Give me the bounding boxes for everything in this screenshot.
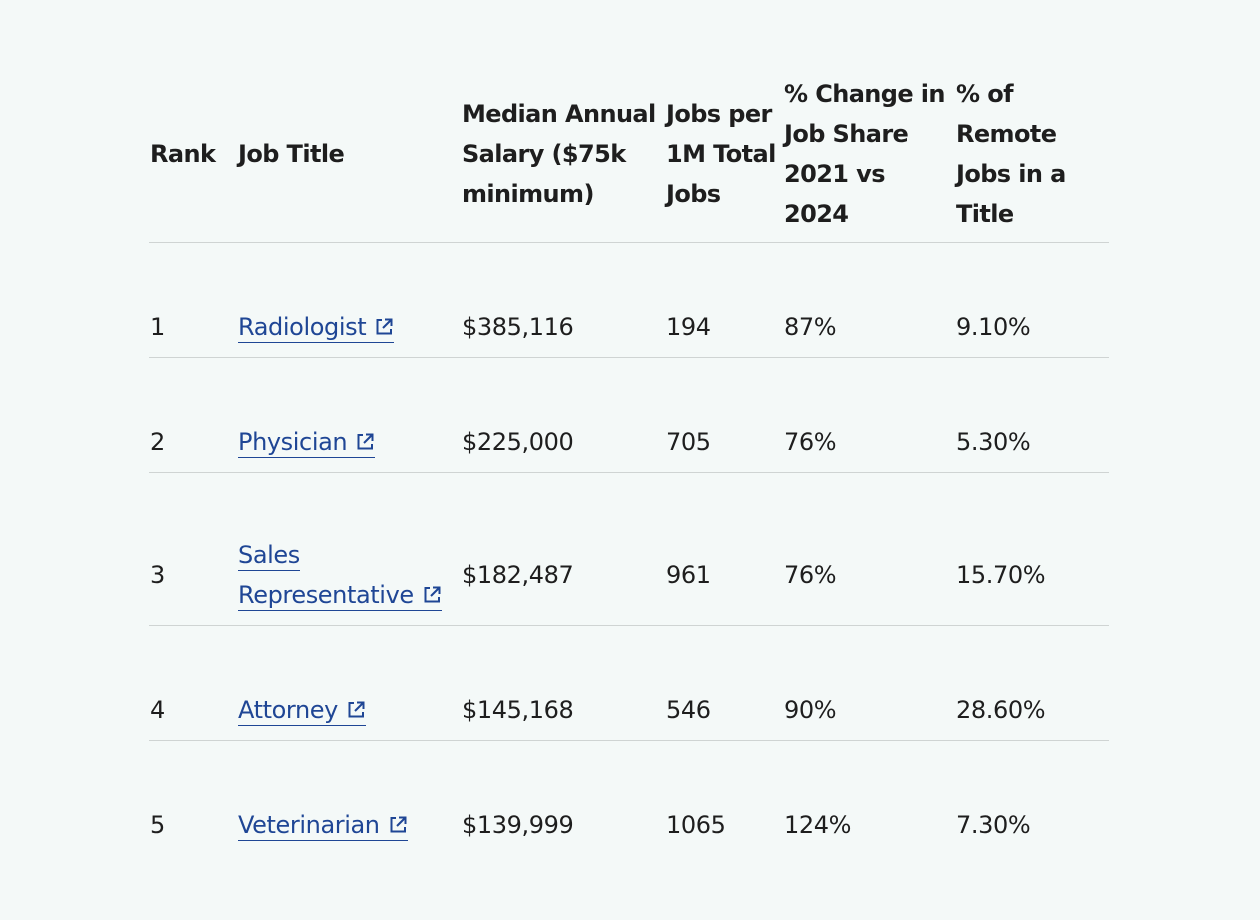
table-row: 1 Radiologist $385,116 194 87% 9.10% — [149, 242, 1109, 358]
cell-percent-remote: 5.30% — [955, 357, 1109, 473]
cell-job-title: Veterinarian — [237, 741, 461, 856]
cell-percent-change: 87% — [783, 242, 955, 358]
header-job-title: Job Title — [237, 74, 461, 243]
cell-job-title: Sales Representative — [237, 472, 461, 626]
top-paying-jobs-table: Rank Job Title Median Annual Salary ($75… — [149, 74, 1109, 855]
job-link-label: Veterinarian — [238, 811, 380, 839]
cell-job-title: Radiologist — [237, 242, 461, 358]
cell-rank: 3 — [149, 472, 237, 626]
cell-percent-change: 76% — [783, 472, 955, 626]
table-row: 3 Sales Representative $182,487 961 76% … — [149, 472, 1109, 626]
external-link-icon — [346, 700, 366, 720]
cell-jobs-per-million: 194 — [665, 242, 783, 358]
job-link-physician[interactable]: Physician — [238, 428, 376, 458]
job-link-veterinarian[interactable]: Veterinarian — [238, 811, 408, 841]
cell-percent-change: 124% — [784, 811, 852, 839]
external-link-icon — [388, 815, 408, 835]
external-link-icon — [374, 317, 394, 337]
jobs-table-container: Rank Job Title Median Annual Salary ($75… — [149, 74, 1109, 855]
cell-percent-remote: 15.70% — [955, 472, 1109, 626]
job-link-label: Sales Representative — [238, 541, 414, 609]
header-jobs-per-million: Jobs per 1M Total Jobs — [665, 74, 783, 243]
cell-jobs-per-million: 1065 — [666, 811, 726, 839]
cell-salary: $225,000 — [461, 357, 665, 473]
cell-percent-remote: 7.30% — [956, 811, 1031, 839]
cell-percent-remote: 28.60% — [955, 625, 1109, 741]
cell-rank: 2 — [149, 357, 237, 473]
header-percent-remote: % of Remote Jobs in a Title — [955, 74, 1109, 243]
cell-job-title: Physician — [237, 357, 461, 473]
job-link-label: Physician — [238, 428, 348, 456]
job-link-label: Attorney — [238, 696, 338, 724]
cell-salary: $182,487 — [461, 472, 665, 626]
header-median-salary: Median Annual Salary ($75k minimum) — [461, 74, 665, 243]
cell-jobs-per-million: 961 — [665, 472, 783, 626]
table-row: 5 Veterinarian $139,999 1065 124% 7.30% — [149, 741, 1109, 856]
cell-salary: $385,116 — [461, 242, 665, 358]
job-link-label: Radiologist — [238, 313, 367, 341]
table-row: 4 Attorney $145,168 546 90% 28.60% — [149, 625, 1109, 741]
header-percent-change: % Change in Job Share 2021 vs 2024 — [783, 74, 955, 243]
external-link-icon — [422, 585, 442, 605]
cell-percent-change: 76% — [783, 357, 955, 473]
header-row: Rank Job Title Median Annual Salary ($75… — [149, 74, 1109, 243]
job-link-radiologist[interactable]: Radiologist — [238, 313, 395, 343]
table-row: 2 Physician $225,000 705 76% 5.30% — [149, 357, 1109, 473]
cell-salary: $139,999 — [462, 811, 574, 839]
cell-job-title: Attorney — [237, 625, 461, 741]
cell-percent-change: 90% — [783, 625, 955, 741]
header-rank: Rank — [149, 74, 237, 243]
cell-rank: 4 — [149, 625, 237, 741]
job-link-sales-representative[interactable]: Sales Representative — [238, 541, 442, 611]
table-header: Rank Job Title Median Annual Salary ($75… — [149, 74, 1109, 243]
cell-rank: 5 — [150, 811, 165, 839]
cell-salary: $145,168 — [461, 625, 665, 741]
cell-jobs-per-million: 705 — [665, 357, 783, 473]
job-link-attorney[interactable]: Attorney — [238, 696, 366, 726]
table-body: 1 Radiologist $385,116 194 87% 9.10% 2 P… — [149, 242, 1109, 856]
cell-rank: 1 — [149, 242, 237, 358]
cell-jobs-per-million: 546 — [665, 625, 783, 741]
external-link-icon — [355, 432, 375, 452]
cell-percent-remote: 9.10% — [955, 242, 1109, 358]
